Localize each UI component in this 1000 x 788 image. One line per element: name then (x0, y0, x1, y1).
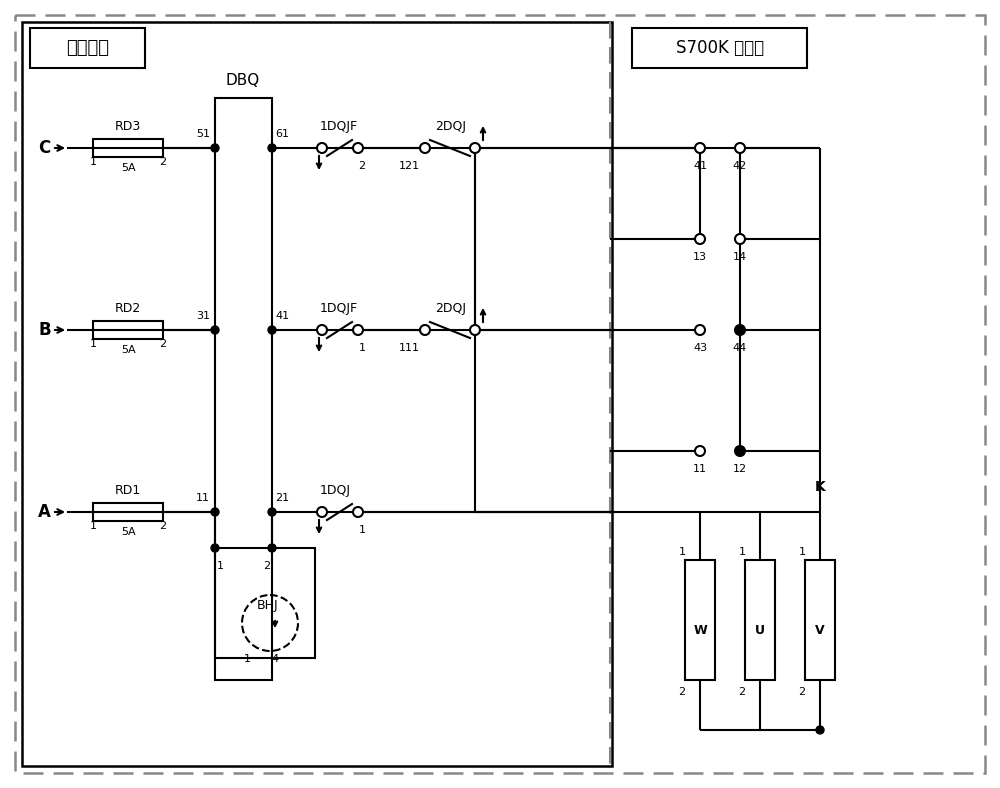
Text: 21: 21 (275, 493, 289, 503)
Text: 4: 4 (271, 654, 279, 664)
Circle shape (470, 143, 480, 153)
Text: A: A (38, 503, 51, 521)
Circle shape (470, 325, 480, 335)
Text: K: K (815, 480, 825, 494)
Text: 1: 1 (358, 525, 366, 535)
Text: 41: 41 (693, 161, 707, 171)
Bar (30, 28, 145, 68)
Text: 12: 12 (733, 464, 747, 474)
Text: 1: 1 (358, 343, 366, 353)
Text: 2DQJ: 2DQJ (435, 120, 466, 132)
Circle shape (353, 325, 363, 335)
Text: 1: 1 (798, 547, 806, 557)
Bar (93, 139, 163, 157)
Text: 121: 121 (399, 161, 420, 171)
Bar (215, 98, 272, 680)
Text: 室内组合: 室内组合 (66, 39, 110, 57)
Circle shape (317, 143, 327, 153)
Circle shape (420, 325, 430, 335)
Bar (22, 22, 612, 766)
Text: 1: 1 (90, 157, 96, 167)
Bar (93, 321, 163, 339)
Bar (93, 503, 163, 521)
Text: 5A: 5A (121, 163, 135, 173)
Text: 1: 1 (738, 547, 746, 557)
Text: 1DQJF: 1DQJF (320, 302, 358, 314)
Text: 2: 2 (798, 687, 806, 697)
Text: 2: 2 (678, 687, 686, 697)
Text: 1: 1 (90, 339, 96, 349)
Circle shape (735, 234, 745, 244)
Circle shape (736, 326, 744, 334)
Circle shape (695, 325, 705, 335)
Text: RD2: RD2 (115, 302, 141, 314)
Text: 1: 1 (244, 654, 250, 664)
Text: 13: 13 (693, 252, 707, 262)
Text: 2: 2 (159, 339, 167, 349)
Text: B: B (38, 321, 51, 339)
Text: S700K 转辙机: S700K 转辙机 (676, 39, 764, 57)
Circle shape (735, 143, 745, 153)
Text: 1DQJF: 1DQJF (320, 120, 358, 132)
Text: 11: 11 (196, 493, 210, 503)
Circle shape (268, 326, 276, 334)
Text: 44: 44 (733, 343, 747, 353)
Text: 41: 41 (275, 311, 289, 321)
Text: DBQ: DBQ (226, 72, 260, 87)
Text: 2: 2 (263, 561, 271, 571)
Circle shape (268, 144, 276, 152)
Text: 11: 11 (693, 464, 707, 474)
Text: 61: 61 (275, 129, 289, 139)
Circle shape (735, 325, 745, 335)
Circle shape (736, 447, 744, 455)
Text: 5A: 5A (121, 345, 135, 355)
Text: 42: 42 (733, 161, 747, 171)
Circle shape (211, 326, 219, 334)
Text: V: V (815, 623, 825, 637)
Circle shape (353, 143, 363, 153)
Text: 111: 111 (399, 343, 420, 353)
Text: 1DQJ: 1DQJ (320, 484, 351, 496)
Text: 2: 2 (159, 157, 167, 167)
Bar (632, 28, 807, 68)
Circle shape (211, 144, 219, 152)
Circle shape (211, 508, 219, 516)
Text: RD3: RD3 (115, 120, 141, 132)
Text: 1: 1 (678, 547, 686, 557)
Circle shape (420, 143, 430, 153)
Text: 51: 51 (196, 129, 210, 139)
Bar (685, 560, 715, 680)
Text: 1: 1 (216, 561, 224, 571)
Circle shape (317, 507, 327, 517)
Circle shape (735, 446, 745, 456)
Text: 1: 1 (90, 521, 96, 531)
Bar (745, 560, 775, 680)
Text: 43: 43 (693, 343, 707, 353)
Circle shape (816, 726, 824, 734)
Text: 5A: 5A (121, 527, 135, 537)
Text: 14: 14 (733, 252, 747, 262)
Text: U: U (755, 623, 765, 637)
Text: BHJ: BHJ (257, 599, 279, 611)
Text: 2: 2 (358, 161, 366, 171)
Circle shape (268, 508, 276, 516)
Text: 31: 31 (196, 311, 210, 321)
Circle shape (211, 544, 219, 552)
Circle shape (317, 325, 327, 335)
Text: 2: 2 (159, 521, 167, 531)
Bar (215, 548, 315, 658)
Text: RD1: RD1 (115, 484, 141, 496)
Text: 2DQJ: 2DQJ (435, 302, 466, 314)
Circle shape (695, 446, 705, 456)
Text: W: W (693, 623, 707, 637)
Text: C: C (38, 139, 50, 157)
Circle shape (268, 544, 276, 552)
Circle shape (695, 143, 705, 153)
Bar (805, 560, 835, 680)
Circle shape (353, 507, 363, 517)
Text: 2: 2 (738, 687, 746, 697)
Circle shape (695, 234, 705, 244)
